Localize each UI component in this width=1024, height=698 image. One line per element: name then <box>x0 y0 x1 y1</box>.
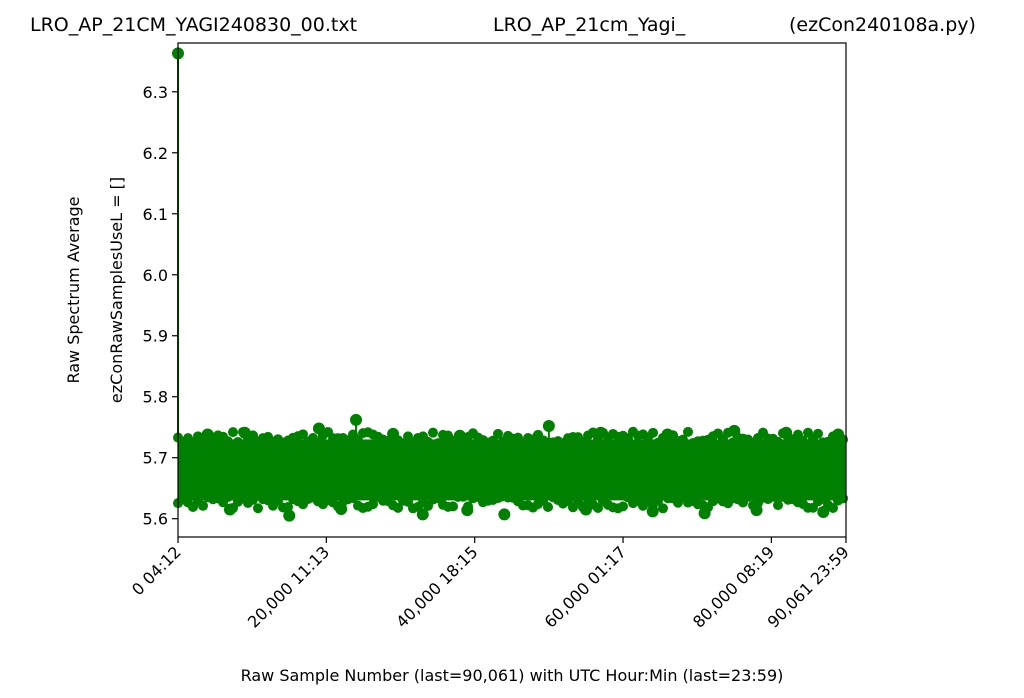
data-point <box>223 503 236 516</box>
band-edge-point <box>368 499 378 510</box>
data-point <box>780 426 793 439</box>
y-tick-label: 6.3 <box>143 83 168 102</box>
y-tick-label: 5.7 <box>143 449 168 468</box>
y-tick-label: 6.1 <box>143 205 168 224</box>
data-point <box>698 507 711 520</box>
band-edge-point <box>773 500 783 511</box>
y-tick-label: 6.2 <box>143 144 168 163</box>
data-point <box>498 508 511 521</box>
data-point <box>201 428 214 441</box>
band-edge-point <box>773 436 783 447</box>
band-edge-point <box>543 501 553 512</box>
band-edge-point <box>298 429 308 440</box>
data-point <box>728 424 741 437</box>
data-point <box>416 508 429 521</box>
band-edge-point <box>493 428 503 439</box>
band-edge-point <box>253 503 263 514</box>
data-point <box>238 426 251 439</box>
y-axis: 5.6 5.7 5.8 5.9 6.0 6.1 6.2 6.3 <box>143 83 178 529</box>
data-point <box>817 505 830 518</box>
band-edge-point <box>813 428 823 439</box>
y-axis-label-line2: ezConRawSamplesUseL = [] <box>107 177 126 403</box>
y-tick-label: 6.0 <box>143 266 168 285</box>
band-edge-point <box>393 502 403 513</box>
data-point <box>750 504 763 517</box>
band-edge-point <box>223 436 233 447</box>
y-axis-label-line1: Raw Spectrum Average <box>64 196 83 383</box>
data-band <box>173 426 848 514</box>
band-edge-point <box>658 503 668 514</box>
band-edge-point <box>398 438 408 449</box>
data-point <box>579 503 592 516</box>
band-edge-point <box>828 502 838 513</box>
band-edge-point <box>743 491 753 502</box>
band-edge-point <box>428 427 438 438</box>
band-edge-point <box>248 494 258 505</box>
y-tick-label: 5.9 <box>143 327 168 346</box>
data-point <box>387 427 400 440</box>
chart-title-filename: LRO_AP_21CM_YAGI240830_00.txt <box>30 14 357 36</box>
data-point <box>832 428 845 441</box>
band-edge-point <box>448 501 458 512</box>
band-edge-point <box>198 500 208 511</box>
x-axis: 0 04:12 20,000 11:13 40,000 18:15 60,000 01… <box>128 537 853 632</box>
data-point <box>350 413 363 426</box>
plot-frame <box>177 42 847 538</box>
x-axis-label: Raw Sample Number (last=90,061) with UTC… <box>241 666 784 685</box>
data-point <box>594 426 607 439</box>
x-tick-label: 60,000 01:17 <box>541 542 630 631</box>
band-edge-point <box>223 492 233 503</box>
band-edge-point <box>678 434 688 445</box>
chart-title-station: LRO_AP_21cm_Yagi_ <box>493 14 686 36</box>
band-edge-point <box>768 491 778 502</box>
band-edge-point <box>798 435 808 446</box>
band-edge-point <box>618 501 628 512</box>
band-edge-point <box>283 502 293 513</box>
band-edge-point <box>273 495 283 506</box>
band-edge-point <box>458 491 468 502</box>
data-point <box>461 504 474 517</box>
data-band-fill <box>178 439 846 501</box>
x-tick-label: 40,000 18:15 <box>392 542 481 631</box>
x-tick-label: 20,000 11:13 <box>244 542 333 631</box>
band-edge-point <box>433 438 443 449</box>
band-edge-point <box>653 495 663 506</box>
band-edge-point <box>228 427 238 438</box>
band-edge-point <box>348 492 358 503</box>
data-point <box>661 428 674 441</box>
band-edge-point <box>683 426 693 437</box>
data-point <box>335 502 348 515</box>
y-tick-label: 5.8 <box>143 388 168 407</box>
x-tick-label: 0 04:12 <box>128 542 185 599</box>
band-edge-point <box>423 436 433 447</box>
data-point <box>646 505 659 518</box>
data-point <box>312 422 325 435</box>
y-tick-label: 5.6 <box>143 510 168 529</box>
data-point <box>453 429 466 442</box>
band-edge-point <box>313 437 323 448</box>
chart-title-program: (ezCon240108a.py) <box>789 14 976 36</box>
data-point <box>542 420 555 433</box>
band-edge-point <box>233 436 243 447</box>
data-point <box>283 509 296 522</box>
band-edge-point <box>648 427 658 438</box>
